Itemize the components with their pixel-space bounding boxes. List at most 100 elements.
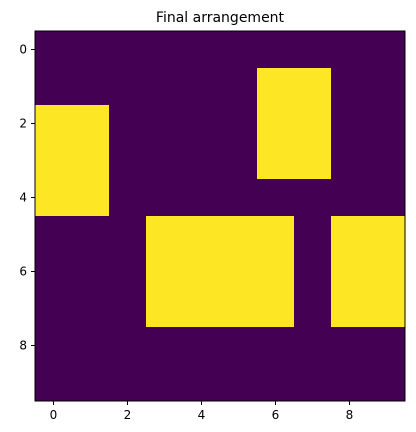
heatmap-cell (331, 290, 369, 328)
heatmap-cell (35, 364, 73, 402)
y-tick-label: 4 (19, 191, 27, 205)
heatmap-cell (331, 142, 369, 180)
heatmap-cell (35, 253, 73, 291)
x-tick-label: 2 (124, 408, 132, 422)
heatmap-cell (220, 253, 258, 291)
heatmap-cell (109, 364, 147, 402)
heatmap-cell (220, 142, 258, 180)
x-tick-label: 8 (346, 408, 354, 422)
heatmap-cell (331, 68, 369, 106)
heatmap-cell (35, 290, 73, 328)
heatmap-cell (257, 327, 295, 365)
y-axis: 0 2 4 6 8 (19, 43, 35, 353)
heatmap-cell (109, 142, 147, 180)
heatmap-cell (368, 290, 406, 328)
heatmap-cell (183, 105, 221, 143)
heatmap-cell (220, 327, 258, 365)
heatmap-cell (72, 31, 110, 69)
heatmap-cell (368, 253, 406, 291)
heatmap-cell (146, 142, 184, 180)
heatmap-cell (109, 216, 147, 254)
heatmap-cell (294, 68, 332, 106)
heatmap-cell (220, 216, 258, 254)
heatmap-cell (294, 31, 332, 69)
heatmap-cell (294, 253, 332, 291)
heatmap-cell (368, 142, 406, 180)
heatmap-cell (35, 31, 73, 69)
heatmap-cell (35, 327, 73, 365)
heatmap-cell (72, 142, 110, 180)
heatmap-cell (183, 364, 221, 402)
heatmap-cell (331, 105, 369, 143)
heatmap-cell (183, 68, 221, 106)
heatmap-cell (109, 327, 147, 365)
heatmap-cell (368, 31, 406, 69)
heatmap-cell (294, 327, 332, 365)
heatmap-cell (183, 290, 221, 328)
heatmap-cell (146, 216, 184, 254)
heatmap-cell (183, 253, 221, 291)
heatmap-cell (220, 179, 258, 217)
heatmap-cell (368, 68, 406, 106)
heatmap-cell (183, 216, 221, 254)
heatmap-cell (257, 68, 295, 106)
heatmap-cell (294, 290, 332, 328)
heatmap-cell (183, 142, 221, 180)
heatmap-cell (109, 253, 147, 291)
heatmap-cell (331, 31, 369, 69)
heatmap-cell (35, 142, 73, 180)
x-tick-label: 4 (198, 408, 206, 422)
heatmap-cell (146, 327, 184, 365)
x-tick-label: 6 (272, 408, 280, 422)
heatmap-cell (109, 68, 147, 106)
heatmap-cell (331, 253, 369, 291)
heatmap-cell (220, 105, 258, 143)
heatmap-cell (146, 290, 184, 328)
heatmap-cell (35, 68, 73, 106)
heatmap-cell (72, 216, 110, 254)
heatmap-cell (146, 253, 184, 291)
heatmap-cell (294, 179, 332, 217)
heatmap-cell (109, 290, 147, 328)
heatmap-cell (109, 179, 147, 217)
heatmap-cell (368, 327, 406, 365)
x-tick-label: 0 (50, 408, 58, 422)
heatmap-cell (368, 105, 406, 143)
heatmap-cell (368, 364, 406, 402)
heatmap-cell (72, 364, 110, 402)
heatmap-cell (109, 105, 147, 143)
heatmap-cell (220, 68, 258, 106)
heatmap-cell (146, 105, 184, 143)
heatmap-cell (257, 31, 295, 69)
y-tick-label: 0 (19, 43, 27, 57)
heatmap-cell (72, 179, 110, 217)
heatmap-cell (35, 105, 73, 143)
heatmap-cell (257, 364, 295, 402)
heatmap-cell (35, 179, 73, 217)
heatmap-cell (257, 253, 295, 291)
heatmap-cell (257, 105, 295, 143)
heatmap-cell (72, 105, 110, 143)
heatmap-cell (294, 105, 332, 143)
heatmap-cell (72, 327, 110, 365)
heatmap-cell (146, 179, 184, 217)
plot-frame (34, 30, 406, 402)
y-tick-label: 6 (19, 265, 27, 279)
heatmap-cell (146, 68, 184, 106)
heatmap-cells (35, 31, 406, 402)
heatmap-cell (146, 31, 184, 69)
heatmap-cell (368, 179, 406, 217)
heatmap-cell (257, 290, 295, 328)
x-axis: 0 2 4 6 8 (50, 401, 354, 422)
heatmap-cell (35, 216, 73, 254)
heatmap-cell (109, 31, 147, 69)
heatmap-cell (294, 216, 332, 254)
heatmap-cell (220, 290, 258, 328)
heatmap-cell (331, 216, 369, 254)
heatmap-cell (183, 31, 221, 69)
heatmap-cell (257, 142, 295, 180)
heatmap-cell (220, 31, 258, 69)
heatmap-cell (257, 179, 295, 217)
heatmap-cell (331, 179, 369, 217)
